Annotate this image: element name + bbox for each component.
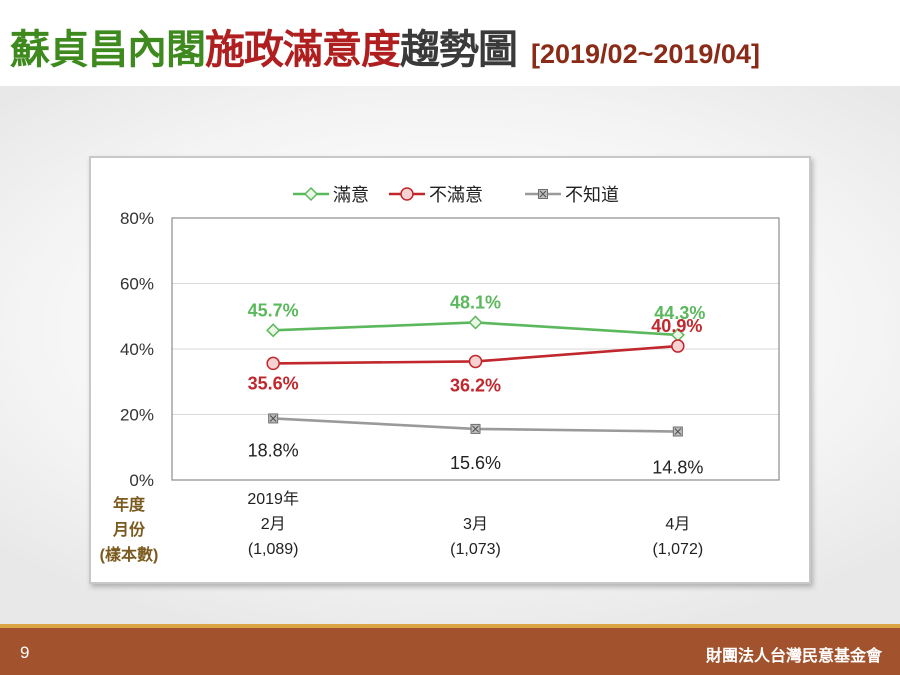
x-tick-label: (1,073) bbox=[450, 541, 501, 558]
x-tick-label: 4月 bbox=[665, 516, 690, 533]
legend-label-dissatisfied: 不滿意 bbox=[429, 185, 483, 205]
y-tick-label: 0% bbox=[129, 471, 154, 490]
data-label-satisfied: 44.3% bbox=[654, 303, 705, 323]
data-point-unknown-cross bbox=[674, 428, 682, 435]
organization-name: 財團法人台灣民意基金會 bbox=[705, 646, 882, 665]
legend-label-unknown: 不知道 bbox=[565, 185, 619, 205]
x-tick-label: (1,089) bbox=[248, 541, 299, 558]
x-axis-row-header: 年度 bbox=[113, 495, 146, 514]
data-label-dissatisfied: 40.9% bbox=[651, 316, 702, 336]
data-point-unknown-cross bbox=[269, 415, 277, 422]
plot-area-border bbox=[171, 217, 780, 481]
y-tick-label: 80% bbox=[120, 209, 154, 228]
data-label-unknown: 15.6% bbox=[450, 453, 501, 473]
slide-title: 蘇貞昌內閣施政滿意度趨勢圖 [2019/02~2019/04] bbox=[10, 24, 760, 76]
data-point-satisfied bbox=[468, 315, 483, 330]
y-tick-label: 60% bbox=[120, 275, 154, 294]
y-tick-label: 20% bbox=[120, 406, 154, 425]
data-point-dissatisfied bbox=[671, 339, 685, 353]
title-date-range: [2019/02~2019/04] bbox=[531, 39, 760, 69]
x-tick-label: 2019年 bbox=[247, 490, 299, 508]
data-label-dissatisfied: 36.2% bbox=[450, 375, 501, 395]
chart-container: 0% 20% 40% 60% 80% 2019年 2月 (1,089) 3月 (1,073) 4月 (… bbox=[89, 156, 811, 584]
data-point-dissatisfied bbox=[266, 356, 280, 371]
title-part-trend: 趨勢圖 bbox=[400, 27, 518, 73]
footer-bar: 9 財團法人台灣民意基金會 bbox=[0, 624, 900, 675]
title-part-cabinet: 蘇貞昌內閣 bbox=[10, 27, 206, 73]
line-chart: 0% 20% 40% 60% 80% 2019年 2月 (1,089) 3月 (1,073) 4月 (… bbox=[100, 185, 780, 564]
data-point-satisfied bbox=[266, 323, 281, 338]
x-tick-label: (1,072) bbox=[652, 541, 703, 558]
x-axis-row-header: 月份 bbox=[112, 520, 146, 539]
legend-marker-unknown-cross bbox=[539, 190, 547, 198]
data-label-unknown: 18.8% bbox=[248, 440, 299, 460]
data-label-satisfied: 48.1% bbox=[450, 292, 501, 312]
data-point-unknown-cross bbox=[472, 425, 479, 433]
page-number: 9 bbox=[20, 643, 30, 662]
x-tick-label: 3月 bbox=[463, 516, 488, 533]
data-label-dissatisfied: 35.6% bbox=[248, 373, 299, 393]
x-axis-row-header: (樣本數) bbox=[100, 545, 159, 564]
legend-marker-dissatisfied bbox=[400, 187, 414, 201]
legend-marker-satisfied bbox=[303, 186, 319, 202]
title-part-satisfaction: 施政滿意度 bbox=[205, 27, 401, 73]
data-point-dissatisfied bbox=[468, 354, 483, 369]
x-tick-label: 2月 bbox=[261, 516, 286, 533]
legend-label-satisfied: 滿意 bbox=[333, 185, 369, 205]
data-label-satisfied: 45.7% bbox=[248, 300, 299, 320]
data-label-unknown: 14.8% bbox=[652, 458, 703, 478]
y-tick-label: 40% bbox=[120, 340, 154, 359]
